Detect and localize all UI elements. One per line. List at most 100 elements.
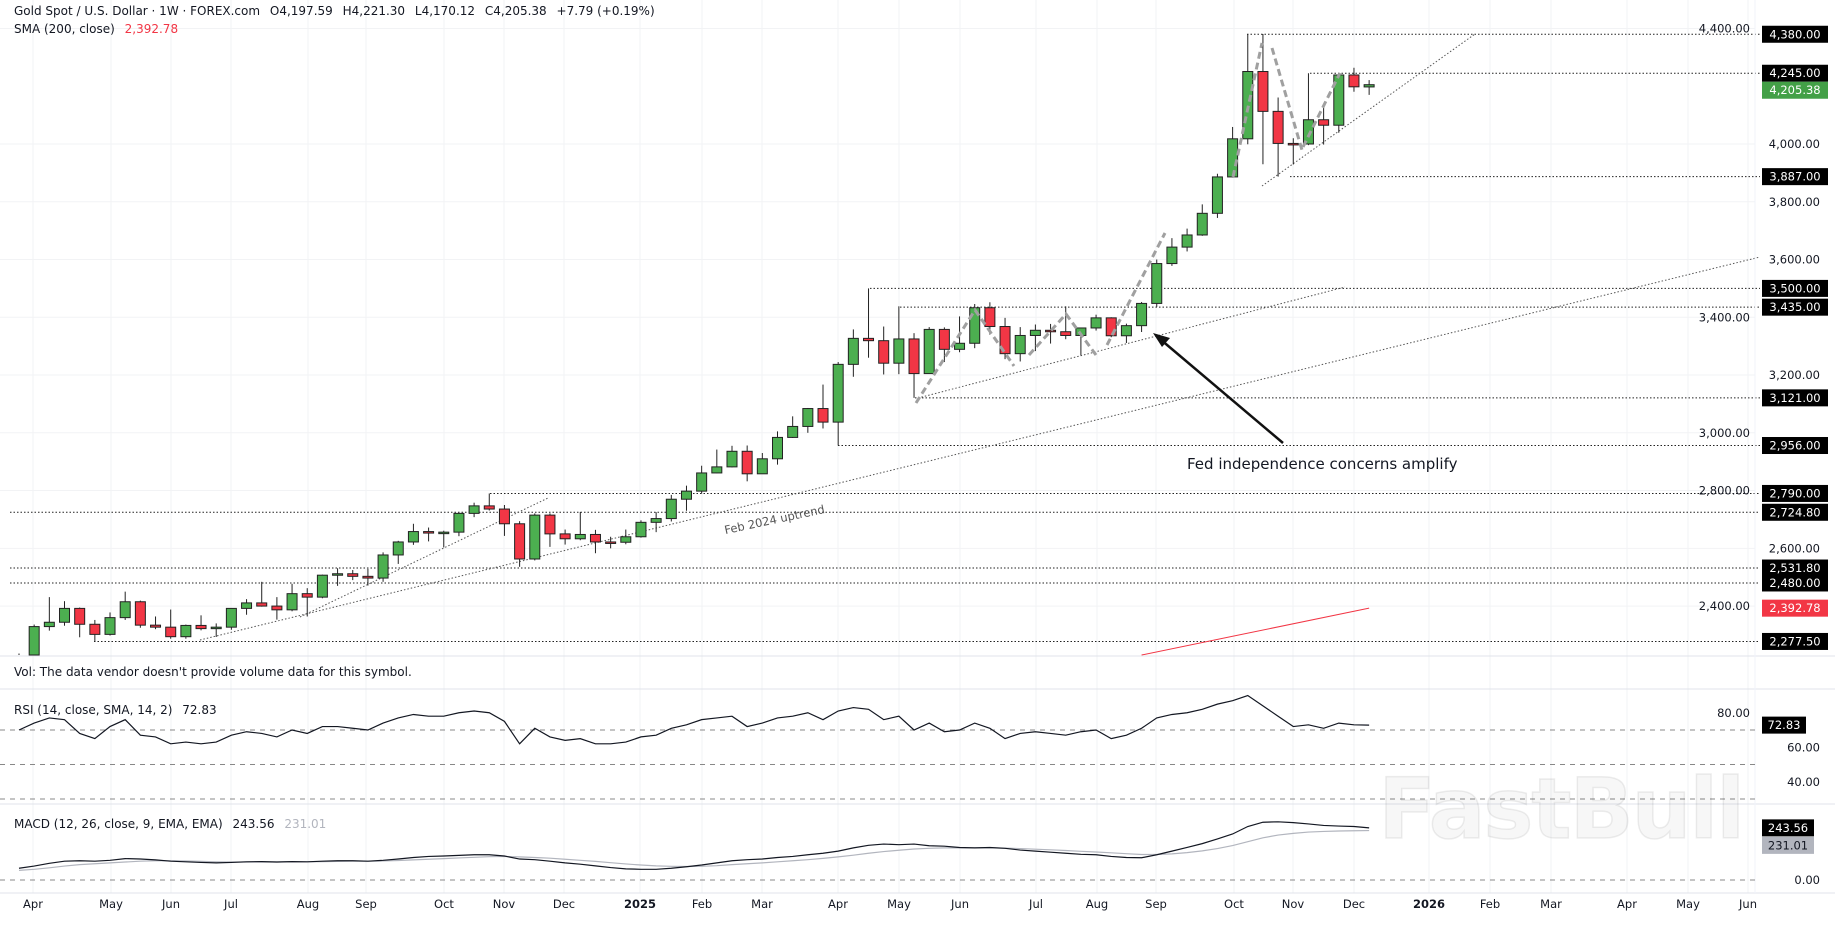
candle-up[interactable]	[923, 328, 935, 375]
candle-down[interactable]	[863, 337, 875, 342]
candle-up[interactable]	[1120, 325, 1132, 337]
rsi-legend[interactable]: RSI (14, close, SMA, 14, 2) 72.83	[14, 703, 223, 717]
trendline[interactable]	[917, 286, 1346, 399]
candle-up[interactable]	[28, 626, 40, 656]
candle-up[interactable]	[726, 450, 738, 468]
candle-up[interactable]	[620, 536, 632, 543]
candle-down[interactable]	[559, 533, 571, 540]
candle-up[interactable]	[802, 408, 814, 427]
candle-down[interactable]	[301, 593, 313, 598]
candle-up[interactable]	[453, 512, 465, 533]
candle-down[interactable]	[878, 340, 890, 364]
candle-up[interactable]	[756, 458, 768, 475]
candle-up[interactable]	[954, 342, 966, 350]
candle-down[interactable]	[347, 573, 359, 577]
candle-up[interactable]	[104, 617, 116, 635]
projection-arrow[interactable]	[1027, 311, 1098, 357]
candle-up[interactable]	[180, 624, 192, 638]
candle-up[interactable]	[332, 573, 344, 576]
candle-down[interactable]	[1105, 317, 1117, 337]
candle-down[interactable]	[362, 575, 374, 579]
candle-up[interactable]	[635, 521, 647, 538]
candle-up[interactable]	[832, 363, 844, 423]
candle-up[interactable]	[210, 626, 222, 630]
candle-up[interactable]	[1227, 138, 1239, 178]
candle-up[interactable]	[1302, 119, 1314, 145]
candle-up[interactable]	[241, 602, 253, 609]
candle-down[interactable]	[134, 601, 146, 626]
candle-up[interactable]	[225, 607, 237, 628]
candle-up[interactable]	[665, 498, 677, 520]
candle-up[interactable]	[772, 436, 783, 460]
time-axis[interactable]: Apr May Jun Jul Aug Sep Oct Nov Dec 2025 Feb Mar Apr…	[23, 897, 1757, 911]
candle-down[interactable]	[605, 541, 617, 544]
candle-up[interactable]	[696, 472, 708, 492]
candle-down[interactable]	[1287, 142, 1299, 146]
candle-up[interactable]	[468, 505, 480, 514]
candle-up[interactable]	[1211, 176, 1223, 214]
candle-up[interactable]	[1029, 329, 1041, 336]
candle-down[interactable]	[483, 505, 495, 510]
candle-down[interactable]	[74, 607, 86, 625]
trendline[interactable]	[299, 497, 549, 618]
candle-up[interactable]	[711, 466, 723, 474]
candle-up[interactable]	[316, 574, 328, 598]
projection-arrow[interactable]	[1270, 47, 1304, 151]
candle-up[interactable]	[407, 531, 419, 543]
candle-up[interactable]	[650, 518, 662, 523]
candle-down[interactable]	[271, 605, 283, 611]
macd-line[interactable]	[18, 821, 1370, 870]
rsi-line[interactable]	[18, 694, 1370, 745]
candle-down[interactable]	[984, 307, 996, 328]
candle-up[interactable]	[787, 425, 799, 438]
candle-down[interactable]	[938, 328, 950, 350]
symbol-legend[interactable]: Gold Spot / U.S. Dollar · 1W · FOREX.com…	[14, 4, 661, 18]
candle-down[interactable]	[999, 326, 1011, 355]
sma-line[interactable]	[1141, 607, 1370, 656]
trendline[interactable]	[1261, 33, 1476, 187]
candle-down[interactable]	[908, 338, 920, 375]
candle-down[interactable]	[89, 623, 101, 635]
candle-up[interactable]	[893, 338, 905, 364]
candle-up[interactable]	[529, 514, 541, 560]
candle-down[interactable]	[1045, 329, 1057, 333]
candle-down[interactable]	[256, 602, 268, 607]
fed-annotation[interactable]: Fed independence concerns amplify	[1187, 455, 1458, 473]
projection-arrow[interactable]	[1301, 72, 1342, 148]
candle-up[interactable]	[286, 593, 298, 611]
candle-down[interactable]	[514, 523, 526, 560]
candle-down[interactable]	[544, 514, 556, 535]
candle-up[interactable]	[1181, 234, 1193, 248]
candle-up[interactable]	[1196, 212, 1208, 236]
candle-up[interactable]	[119, 601, 131, 619]
candle-down[interactable]	[1318, 119, 1330, 126]
candle-up[interactable]	[680, 490, 692, 500]
candle-up[interactable]	[43, 621, 55, 628]
candle-down[interactable]	[817, 408, 829, 423]
candle-up[interactable]	[377, 554, 389, 579]
candle-up[interactable]	[1014, 334, 1026, 355]
candle-up[interactable]	[438, 531, 450, 535]
candle-down[interactable]	[1348, 74, 1360, 88]
candle-down[interactable]	[195, 624, 207, 630]
candle-up[interactable]	[1363, 84, 1375, 88]
candle-down[interactable]	[498, 508, 510, 525]
candle-down[interactable]	[589, 533, 601, 543]
candle-down[interactable]	[423, 531, 435, 534]
candle-down[interactable]	[165, 626, 177, 638]
candle-up[interactable]	[392, 541, 404, 556]
candle-down[interactable]	[1272, 110, 1284, 144]
macd-legend[interactable]: MACD (12, 26, close, 9, EMA, EMA) 243.56…	[14, 817, 332, 831]
annotation-arrow[interactable]	[1159, 338, 1284, 444]
candle-up[interactable]	[1166, 246, 1178, 265]
candle-up[interactable]	[574, 533, 586, 540]
sma-legend[interactable]: SMA (200, close) 2,392.78	[14, 22, 184, 36]
candle-up[interactable]	[1136, 302, 1148, 327]
candle-down[interactable]	[1060, 331, 1072, 336]
candle-up[interactable]	[1090, 317, 1102, 329]
projection-arrow[interactable]	[914, 307, 1016, 404]
candle-up[interactable]	[847, 337, 859, 365]
candle-down[interactable]	[741, 450, 753, 475]
candle-up[interactable]	[1242, 71, 1254, 140]
projection-arrow[interactable]	[1231, 42, 1264, 178]
